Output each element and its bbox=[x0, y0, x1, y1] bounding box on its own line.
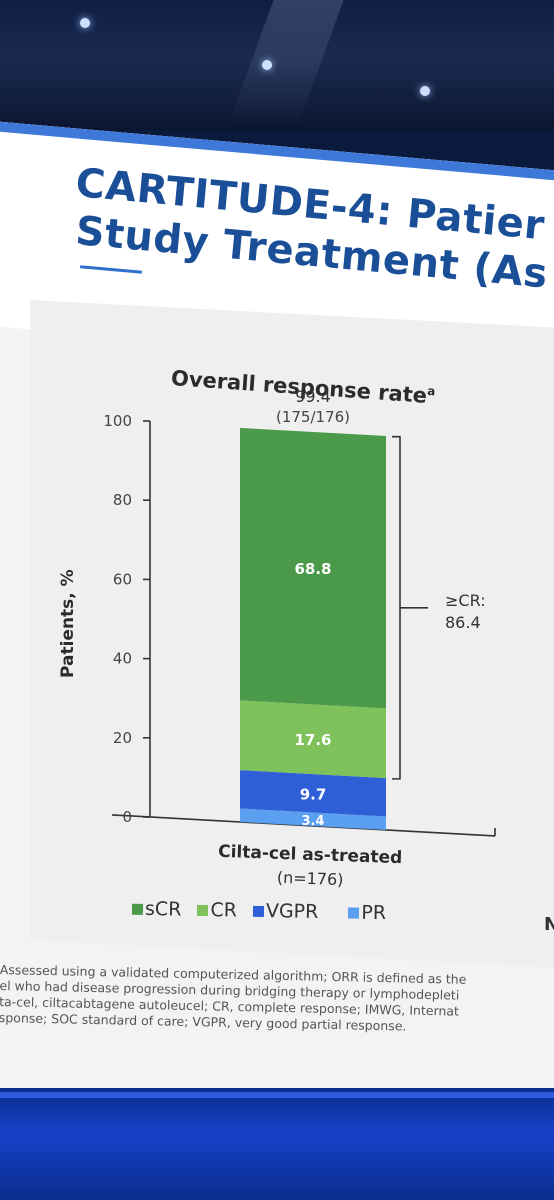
edge-text: N bbox=[544, 914, 554, 935]
bar-value-label-cr: 17.6 bbox=[294, 731, 331, 749]
total-count-label: (175/176) bbox=[276, 408, 350, 426]
y-tick-label: 0 bbox=[122, 808, 132, 826]
ceiling-lamp bbox=[80, 18, 90, 28]
bar-value-label-vgpr: 9.7 bbox=[300, 785, 327, 803]
legend-label-pr: PR bbox=[361, 901, 387, 925]
legend-swatch-vgpr bbox=[252, 905, 265, 917]
y-tick-label: 80 bbox=[113, 491, 132, 509]
legend-item-scr: sCR bbox=[131, 897, 182, 921]
y-tick-label: 100 bbox=[103, 412, 132, 430]
legend-label-vgpr: VGPR bbox=[265, 900, 319, 923]
chart-legend: sCR CR VGPR PR bbox=[131, 897, 396, 925]
bar-segment-scr bbox=[240, 427, 386, 709]
legend-label-scr: sCR bbox=[144, 897, 182, 921]
x-category-label: Cilta-cel as-treated bbox=[218, 842, 403, 868]
y-tick-label: 40 bbox=[113, 650, 132, 668]
ceiling-lamp bbox=[262, 60, 272, 70]
x-category-sublabel: (n=176) bbox=[277, 868, 344, 889]
y-tick-label: 20 bbox=[113, 729, 132, 747]
cr-bracket-value: 86.4 bbox=[445, 613, 481, 632]
ceiling-lamp bbox=[420, 86, 430, 96]
legend-item-vgpr: VGPR bbox=[252, 900, 319, 923]
y-tick-label: 60 bbox=[113, 570, 132, 588]
slide-footnote: Assessed using a validated computerized … bbox=[0, 962, 554, 1038]
legend-item-cr: CR bbox=[197, 899, 237, 922]
bar-segment-pr bbox=[240, 808, 386, 830]
cr-bracket bbox=[392, 435, 401, 780]
bar-segment-cr bbox=[240, 700, 386, 779]
bar-segment-vgpr bbox=[240, 770, 386, 817]
bar-value-label-scr: 68.8 bbox=[294, 560, 331, 578]
y-axis-label: Patients, % bbox=[58, 569, 78, 678]
legend-swatch-scr bbox=[131, 903, 144, 915]
bar-value-label-pr: 3.4 bbox=[301, 814, 324, 829]
stage-floor bbox=[0, 1088, 554, 1200]
legend-swatch-pr bbox=[348, 907, 360, 919]
chart-root: 0 20 40 60 80 100 Patients, % 3.4 9.7 17.6 68.8 99.… bbox=[58, 387, 496, 889]
total-value-label: 99.4 bbox=[295, 387, 331, 406]
ceiling bbox=[0, 0, 554, 130]
stage-floor-edge bbox=[0, 1092, 554, 1098]
legend-swatch-cr bbox=[197, 904, 209, 917]
cr-bracket-label: ≥CR: bbox=[445, 591, 486, 610]
legend-label-cr: CR bbox=[210, 899, 238, 922]
legend-item-pr: PR bbox=[348, 901, 386, 924]
x-axis bbox=[111, 814, 496, 837]
